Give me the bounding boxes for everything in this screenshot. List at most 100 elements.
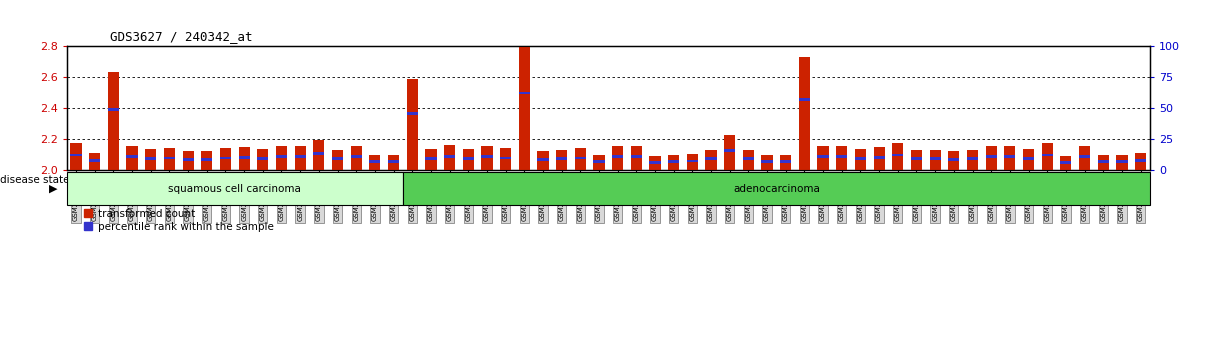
Bar: [351, 155, 361, 158]
Bar: [500, 148, 511, 170]
Bar: [426, 149, 437, 170]
Bar: [855, 157, 866, 160]
Bar: [836, 155, 848, 158]
Bar: [949, 158, 959, 161]
Bar: [406, 112, 417, 115]
Bar: [575, 148, 586, 170]
Bar: [762, 160, 773, 163]
Bar: [482, 146, 492, 170]
Bar: [967, 158, 978, 160]
Bar: [668, 160, 679, 163]
Bar: [893, 154, 904, 156]
Bar: [949, 152, 959, 170]
Bar: [668, 155, 679, 170]
Bar: [911, 150, 922, 170]
Bar: [220, 148, 230, 170]
Text: disease state: disease state: [0, 175, 69, 185]
Bar: [631, 146, 642, 170]
Bar: [332, 150, 343, 170]
Bar: [275, 146, 287, 170]
Bar: [1060, 156, 1071, 170]
Bar: [351, 146, 361, 170]
Bar: [631, 155, 642, 158]
Bar: [1135, 159, 1146, 162]
Bar: [1098, 160, 1109, 163]
Bar: [687, 160, 697, 162]
Bar: [462, 157, 474, 160]
Bar: [369, 160, 381, 163]
Bar: [257, 157, 268, 160]
Bar: [1078, 155, 1090, 158]
Text: GDS3627 / 240342_at: GDS3627 / 240342_at: [110, 30, 252, 44]
Bar: [108, 72, 119, 170]
Bar: [929, 150, 941, 170]
Bar: [799, 98, 810, 101]
Bar: [649, 156, 661, 170]
Bar: [275, 155, 287, 158]
Bar: [575, 156, 586, 159]
Bar: [70, 154, 81, 156]
Bar: [519, 46, 530, 170]
Bar: [89, 159, 101, 162]
Bar: [332, 158, 343, 160]
Bar: [1116, 160, 1128, 163]
Bar: [388, 155, 399, 170]
Bar: [89, 153, 101, 170]
Bar: [873, 156, 884, 159]
Bar: [762, 155, 773, 170]
Bar: [182, 152, 194, 170]
Bar: [126, 146, 138, 170]
Bar: [818, 155, 828, 158]
Bar: [780, 160, 791, 163]
Bar: [799, 57, 810, 170]
Bar: [313, 152, 324, 155]
Bar: [257, 149, 268, 170]
Bar: [1135, 153, 1146, 170]
Bar: [1004, 155, 1015, 158]
Bar: [836, 146, 848, 170]
Bar: [164, 156, 175, 159]
Bar: [818, 146, 828, 170]
Bar: [1042, 143, 1053, 170]
Bar: [295, 146, 306, 170]
Bar: [164, 148, 175, 170]
Bar: [1060, 161, 1071, 164]
Bar: [873, 148, 884, 170]
Bar: [537, 152, 548, 170]
Bar: [519, 92, 530, 95]
Bar: [986, 146, 997, 170]
Bar: [537, 158, 548, 161]
Bar: [706, 158, 717, 160]
Bar: [593, 160, 604, 163]
Bar: [462, 149, 474, 170]
Bar: [388, 160, 399, 163]
Bar: [182, 158, 194, 161]
Bar: [239, 156, 250, 159]
Bar: [1004, 146, 1015, 170]
Bar: [1023, 157, 1035, 160]
Bar: [613, 146, 623, 170]
Bar: [146, 149, 156, 170]
Bar: [1023, 149, 1035, 170]
Bar: [1098, 155, 1109, 170]
Bar: [239, 148, 250, 170]
Bar: [444, 145, 455, 170]
Bar: [724, 135, 735, 170]
Bar: [742, 150, 754, 170]
Bar: [556, 158, 568, 160]
Bar: [482, 155, 492, 158]
Bar: [929, 158, 941, 160]
Bar: [70, 143, 81, 170]
Bar: [724, 149, 735, 152]
Bar: [146, 157, 156, 160]
Bar: [426, 157, 437, 160]
Bar: [295, 155, 306, 158]
Bar: [108, 108, 119, 111]
Bar: [201, 152, 212, 170]
Bar: [1042, 154, 1053, 156]
Bar: [201, 158, 212, 161]
Bar: [126, 155, 138, 158]
Bar: [893, 143, 904, 170]
Bar: [967, 150, 978, 170]
Bar: [406, 79, 417, 170]
